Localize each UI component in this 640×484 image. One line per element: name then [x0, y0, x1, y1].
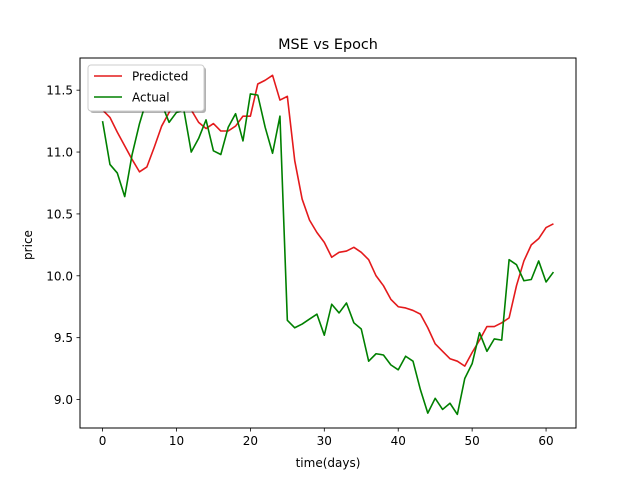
y-tick-label: 11.0	[46, 146, 73, 160]
legend-label-predicted: Predicted	[132, 70, 188, 84]
legend-label-actual: Actual	[132, 91, 170, 105]
x-tick-label: 10	[169, 434, 184, 448]
y-tick-label: 9.5	[54, 331, 73, 345]
x-tick-label: 50	[465, 434, 480, 448]
series-line-actual	[101, 93, 555, 416]
x-tick-label: 20	[243, 434, 258, 448]
ticks-layer: 0 10 20 30 40 50 60 9.0 9.5 10.0 10.5 11.0 11.5	[46, 84, 553, 448]
plot-frame	[79, 57, 577, 429]
y-tick-label: 10.0	[46, 269, 73, 283]
y-axis-label: price	[21, 230, 35, 260]
legend: Predicted Actual	[87, 64, 206, 113]
x-tick-label: 60	[538, 434, 553, 448]
x-tick-label: 30	[317, 434, 332, 448]
x-tick-label: 0	[99, 434, 107, 448]
x-axis-label: time(days)	[296, 456, 361, 470]
x-tick-label: 40	[391, 434, 406, 448]
y-tick-label: 11.5	[46, 84, 73, 98]
y-tick-label: 10.5	[46, 207, 73, 221]
chart-title: MSE vs Epoch	[278, 37, 378, 53]
y-tick-label: 9.0	[54, 393, 73, 407]
